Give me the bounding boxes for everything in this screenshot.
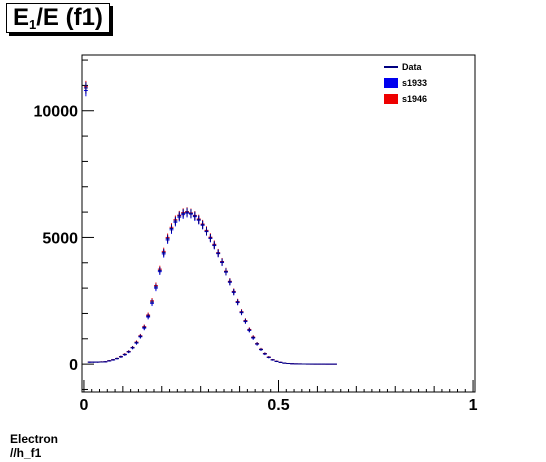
series-data [83, 82, 337, 365]
data-point [259, 348, 263, 351]
data-point [115, 357, 119, 360]
data-point [130, 346, 135, 350]
data-point [212, 241, 217, 249]
data-point [173, 216, 178, 226]
data-point [227, 278, 232, 285]
y-tick-label: 10000 [34, 104, 79, 121]
data-point [142, 325, 147, 330]
title-subscript: 1 [29, 17, 37, 32]
legend-label-data: Data [402, 62, 423, 72]
legend-label-s1933: s1933 [402, 78, 427, 88]
data-point [204, 227, 209, 236]
data-point [103, 361, 108, 363]
data-point [111, 359, 116, 361]
data-point [138, 334, 143, 339]
data-point [231, 288, 236, 295]
legend: Data s1933 s1946 [384, 62, 427, 104]
y-axis: 0 5000 10000 [34, 59, 94, 390]
data-point [165, 234, 170, 243]
data-point [95, 361, 100, 363]
data-point [208, 234, 213, 242]
series-s1933 [83, 84, 337, 365]
series-s1946 [83, 80, 337, 365]
data-point [161, 248, 166, 257]
data-point [126, 350, 131, 353]
y-tick-label: 5000 [42, 230, 78, 247]
data-point [181, 209, 186, 218]
data-point [83, 82, 88, 94]
data-point [243, 318, 248, 324]
data-point [286, 362, 291, 364]
title-main: E [13, 4, 30, 31]
title-rest: /E (f1) [36, 4, 103, 31]
data-point [247, 327, 252, 332]
data-point [270, 359, 275, 361]
data-point [200, 220, 205, 229]
data-point [118, 355, 123, 358]
data-point [224, 268, 228, 276]
footer-particle-label: Electron [10, 432, 59, 446]
data-point [266, 356, 271, 359]
data-point [278, 361, 283, 363]
data-point [134, 340, 139, 345]
data-point [169, 224, 174, 233]
data-point [146, 313, 151, 319]
x-tick-label: 0 [79, 397, 88, 414]
legend-label-s1946: s1946 [402, 94, 427, 104]
data-point [262, 352, 267, 355]
x-tick-label: 1 [469, 397, 478, 414]
data-point [274, 360, 279, 362]
data-point [177, 211, 182, 221]
data-point [251, 335, 256, 340]
data-point [185, 207, 190, 217]
data-point [153, 283, 158, 290]
data-point [220, 258, 225, 266]
x-tick-label: 0.5 [267, 397, 289, 414]
data-point [91, 361, 96, 363]
data-point [107, 360, 112, 362]
plot-frame [81, 54, 476, 393]
data-point [192, 211, 197, 221]
data-point [189, 209, 193, 218]
data-point [87, 361, 92, 363]
legend-box-s1933 [384, 78, 398, 88]
data-point [157, 266, 162, 274]
data-point [196, 215, 201, 224]
histogram-title-box: E1/E (f1) [6, 3, 110, 33]
footer-histogram-path: //h_f1 [10, 446, 42, 460]
data-point [282, 362, 287, 364]
data-point [122, 353, 127, 356]
data-point [150, 299, 154, 305]
data-points [83, 80, 337, 365]
legend-box-s1946 [384, 94, 398, 104]
x-axis: 0 0.5 1 [79, 380, 478, 414]
data-point [239, 309, 244, 315]
data-point [99, 361, 104, 363]
data-point [235, 299, 240, 305]
data-point [255, 342, 260, 346]
data-point [216, 249, 221, 257]
y-tick-label: 0 [69, 357, 78, 374]
